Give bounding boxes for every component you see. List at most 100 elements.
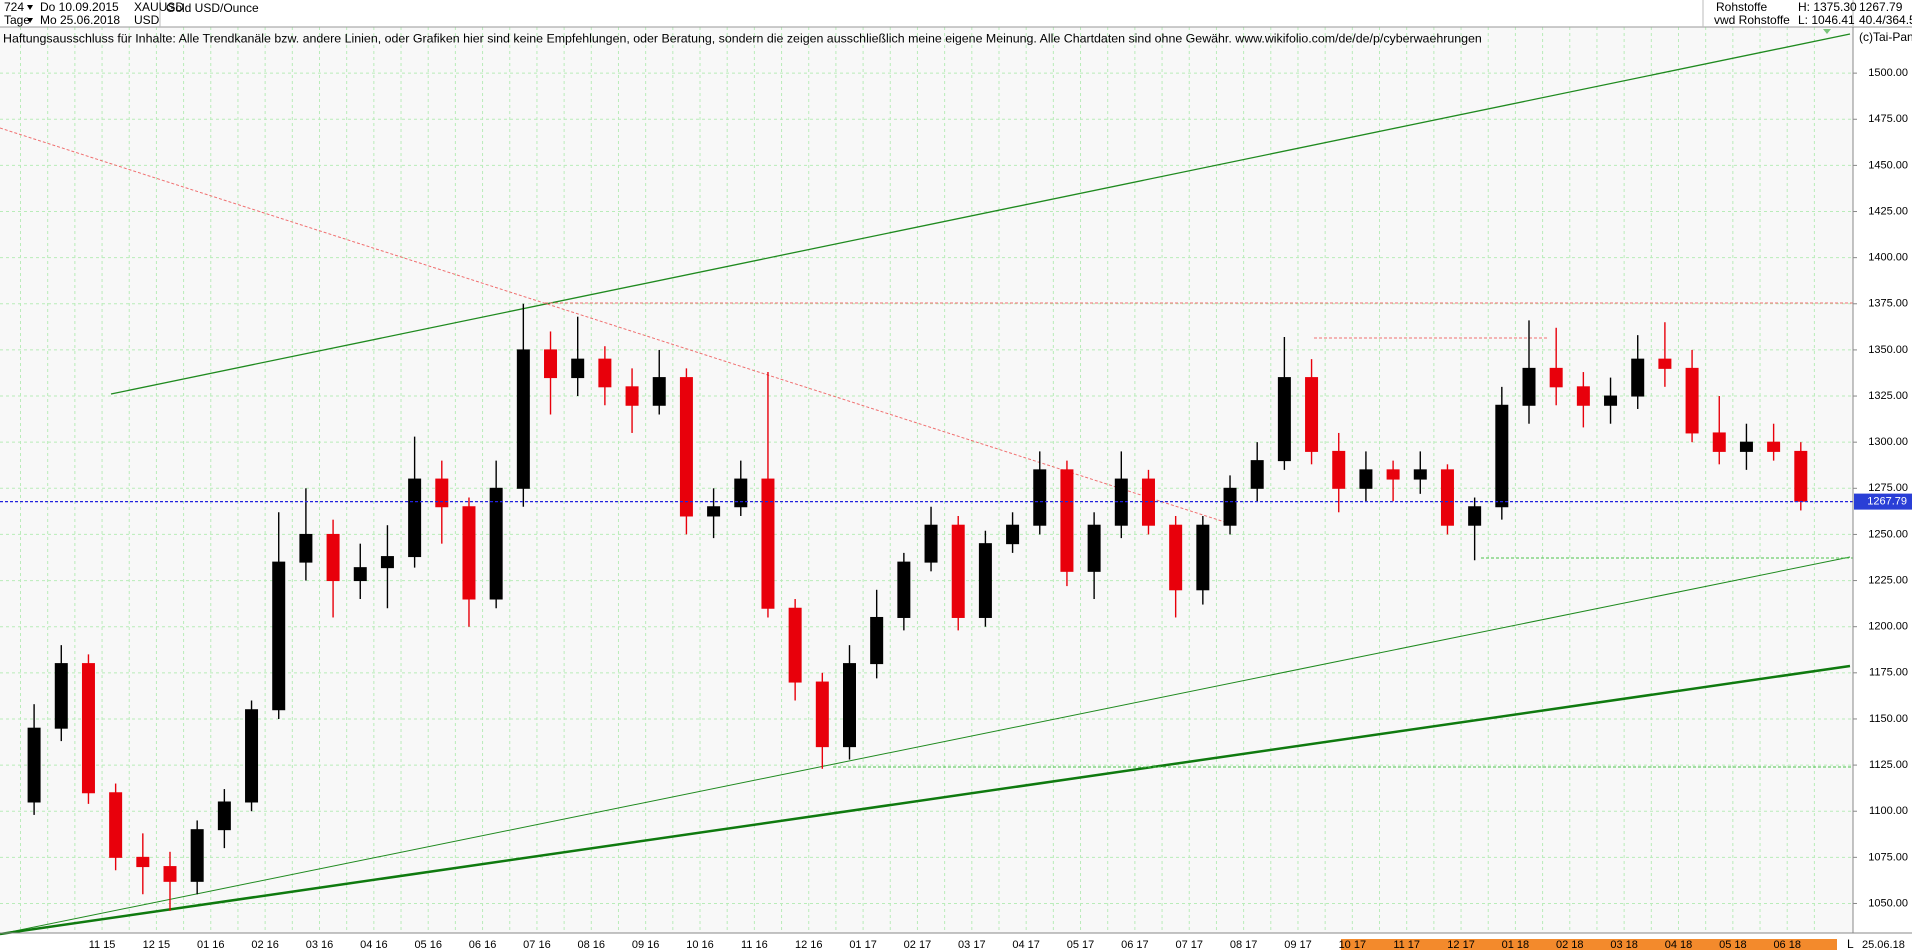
last-price-label: 1267.79	[1867, 496, 1907, 508]
candle-body	[679, 377, 693, 517]
x-tick-label: 03 16	[306, 939, 334, 951]
candle-body	[707, 506, 721, 517]
candle-body	[462, 506, 476, 600]
candle-body	[978, 543, 992, 618]
candle-body	[761, 478, 775, 609]
candle-body	[788, 607, 802, 683]
dropdown-arrow[interactable]	[27, 5, 33, 10]
y-tick-label: 1225.00	[1868, 574, 1908, 586]
y-tick-label: 1300.00	[1868, 436, 1908, 448]
candle-body	[544, 349, 558, 379]
end-date: Mo 25.06.2018	[40, 13, 120, 27]
y-tick-label: 1325.00	[1868, 390, 1908, 402]
x-tick-label: 01 16	[197, 939, 225, 951]
candle-body	[272, 561, 286, 711]
y-tick-label: 1375.00	[1868, 298, 1908, 310]
trend-line	[110, 33, 1851, 395]
y-tick-label: 1500.00	[1868, 67, 1908, 79]
x-tick-label: 11 17	[1393, 939, 1420, 951]
candles	[0, 303, 1853, 911]
candle-body	[136, 856, 150, 868]
candle-body	[245, 709, 259, 803]
candle-body	[1549, 367, 1563, 388]
period-high: H: 1375.30	[1798, 0, 1857, 14]
y-tick-label: 1350.00	[1868, 344, 1908, 356]
y-tick-label: 1475.00	[1868, 113, 1908, 125]
x-tick-label: 03 17	[958, 939, 986, 951]
y-tick-label: 1050.00	[1868, 897, 1908, 909]
candle-body	[489, 487, 503, 600]
y-tick-label: 1075.00	[1868, 851, 1908, 863]
x-tick-label: 01 17	[849, 939, 877, 951]
candle-body	[897, 561, 911, 618]
x-tick-label: 01 18	[1502, 939, 1530, 951]
group: Rohstoffe	[1716, 0, 1767, 14]
candle-body	[652, 377, 666, 406]
candle-body	[815, 681, 829, 748]
candle-body	[1305, 377, 1319, 452]
x-tick-label: 11 16	[741, 939, 768, 951]
candle-body	[734, 478, 748, 508]
candle-body	[1794, 450, 1808, 502]
end-date-label: 25.06.18	[1862, 939, 1905, 951]
disclaimer: Haftungsausschluss für Inhalte: Alle Tre…	[3, 31, 1482, 45]
x-tick-label: 05 16	[414, 939, 442, 951]
time-highlight	[1341, 939, 1837, 950]
candle-body	[380, 556, 394, 569]
trend-line	[0, 664, 1851, 936]
scroll-marker	[1823, 29, 1831, 34]
candle-body	[1468, 506, 1482, 526]
range: 40.4/364.5	[1859, 13, 1912, 27]
x-tick-label: 07 16	[523, 939, 551, 951]
header-bar	[0, 0, 1912, 27]
candle-body	[951, 524, 965, 618]
candle-body	[1087, 524, 1101, 572]
candle-body	[1169, 524, 1183, 591]
symbol-id[interactable]: 724	[4, 0, 24, 14]
period-low: L: 1046.41	[1798, 13, 1855, 27]
last-price-header: 1267.79	[1859, 0, 1903, 14]
x-tick-label: 02 16	[251, 939, 279, 951]
x-tick-label: 03 18	[1610, 939, 1638, 951]
y-tick-label: 1450.00	[1868, 159, 1908, 171]
instrument: Gold USD/Ounce	[166, 1, 259, 15]
candle-body	[1332, 450, 1346, 489]
x-tick-label: 12 16	[795, 939, 823, 951]
candle-body	[54, 663, 68, 729]
candle-body	[1712, 432, 1726, 452]
candle-body	[217, 801, 231, 831]
candle-body	[1739, 441, 1753, 452]
candle-body	[516, 349, 530, 489]
y-tick-label: 1250.00	[1868, 528, 1908, 540]
candle-body	[1413, 469, 1427, 480]
candle-body	[1440, 469, 1454, 526]
y-tick-label: 1125.00	[1869, 759, 1908, 771]
x-tick-label: 10 16	[686, 939, 714, 951]
candle-body	[435, 478, 449, 508]
candle-body	[1767, 441, 1781, 452]
period[interactable]: Tage	[4, 13, 30, 27]
currency: USD	[134, 13, 160, 27]
candle-body	[190, 829, 204, 882]
trend-lines	[0, 33, 1853, 936]
x-tick-label: 08 17	[1230, 939, 1258, 951]
candle-body	[1060, 469, 1074, 572]
candle-body	[1495, 404, 1509, 508]
y-tick-label: 1400.00	[1868, 252, 1908, 264]
candle-body	[1658, 358, 1672, 369]
dropdown-arrow[interactable]	[27, 18, 33, 23]
last-price-box	[1854, 493, 1912, 510]
candle-body	[408, 478, 422, 558]
x-tick-label: 12 15	[143, 939, 171, 951]
candle-body	[924, 524, 938, 563]
y-tick-label: 1200.00	[1868, 621, 1908, 633]
x-tick-label: 06 16	[469, 939, 497, 951]
candle-body	[1522, 367, 1536, 406]
candle-body	[870, 616, 884, 665]
candle-body	[27, 727, 41, 803]
x-tick-label: 04 17	[1012, 939, 1040, 951]
x-tick-label: 02 17	[904, 939, 932, 951]
copyright: (c)Tai-Pan	[1859, 30, 1912, 44]
x-tick-label: 06 18	[1773, 939, 1801, 951]
y-tick-label: 1175.00	[1869, 667, 1908, 679]
